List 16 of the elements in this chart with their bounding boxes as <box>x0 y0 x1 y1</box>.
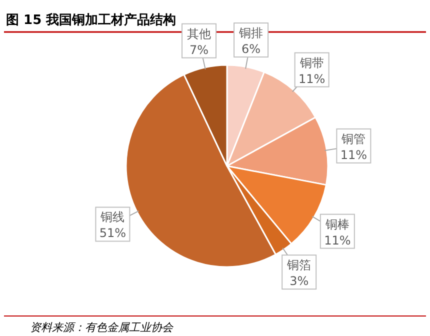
slice-label: 铜箔 <box>286 258 312 272</box>
chart-title: 图 15 我国铜加工材产品结构 <box>6 12 176 28</box>
data-label: 51% <box>99 226 126 240</box>
data-label: 11% <box>298 72 326 86</box>
slice-label: 铜管 <box>340 132 366 146</box>
slice-label: 铜排 <box>238 26 264 40</box>
data-label: 3% <box>290 274 309 288</box>
data-label: 11% <box>340 148 368 162</box>
data-label: 6% <box>242 42 261 56</box>
slice-label: 铜带 <box>298 56 324 70</box>
text: 资料来源：有色金属工业协会 <box>30 321 174 334</box>
slice-label: 其他 <box>187 26 212 41</box>
data-label: 7% <box>189 42 209 57</box>
slice-label: 铜线 <box>100 210 125 224</box>
slice-label: 铜棒 <box>324 217 350 232</box>
data-label: 11% <box>324 233 351 248</box>
